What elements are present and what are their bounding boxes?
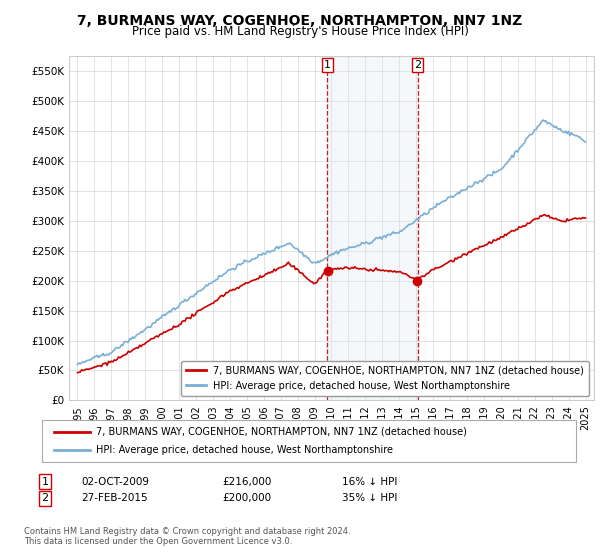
Text: 7, BURMANS WAY, COGENHOE, NORTHAMPTON, NN7 1NZ: 7, BURMANS WAY, COGENHOE, NORTHAMPTON, N… [77, 14, 523, 28]
Text: 1: 1 [41, 477, 49, 487]
Text: 7, BURMANS WAY, COGENHOE, NORTHAMPTON, NN7 1NZ (detached house): 7, BURMANS WAY, COGENHOE, NORTHAMPTON, N… [96, 427, 467, 437]
Text: 35% ↓ HPI: 35% ↓ HPI [342, 493, 397, 503]
Text: £200,000: £200,000 [222, 493, 271, 503]
Text: 02-OCT-2009: 02-OCT-2009 [81, 477, 149, 487]
Text: 2: 2 [414, 60, 421, 70]
Text: HPI: Average price, detached house, West Northamptonshire: HPI: Average price, detached house, West… [96, 445, 393, 455]
Text: 27-FEB-2015: 27-FEB-2015 [81, 493, 148, 503]
Bar [327, 56, 418, 400]
Text: 1: 1 [324, 60, 331, 70]
Text: £216,000: £216,000 [222, 477, 271, 487]
Legend: 7, BURMANS WAY, COGENHOE, NORTHAMPTON, NN7 1NZ (detached house), HPI: Average pr: 7, BURMANS WAY, COGENHOE, NORTHAMPTON, N… [181, 361, 589, 395]
Text: 16% ↓ HPI: 16% ↓ HPI [342, 477, 397, 487]
Text: Price paid vs. HM Land Registry's House Price Index (HPI): Price paid vs. HM Land Registry's House … [131, 25, 469, 38]
Text: Contains HM Land Registry data © Crown copyright and database right 2024.
This d: Contains HM Land Registry data © Crown c… [24, 526, 350, 546]
Text: 2: 2 [41, 493, 49, 503]
